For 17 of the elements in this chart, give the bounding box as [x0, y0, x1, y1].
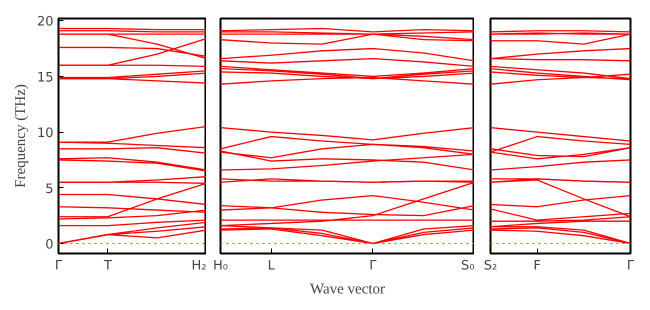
y-tick-label: 15 — [36, 70, 54, 86]
x-tick-label: F — [533, 258, 541, 274]
x-tick-label: S₀ — [461, 258, 475, 274]
x-tick-label: H₂ — [192, 258, 207, 274]
x-tick-label: T — [102, 258, 112, 274]
x-axis-title: Wave vector — [310, 282, 386, 298]
y-tick-label: 20 — [36, 14, 54, 30]
x-tick-label: Γ — [626, 258, 635, 274]
y-tick-label: 5 — [45, 182, 54, 197]
x-tick-label: S₂ — [484, 258, 498, 274]
x-tick-label: Γ — [369, 258, 378, 274]
y-tick-label: 10 — [36, 126, 54, 142]
y-tick-label: 0 — [45, 237, 54, 252]
y-axis-title: Frequency (THz) — [12, 84, 29, 188]
x-tick-label: Γ — [54, 258, 63, 274]
x-tick-label: H₀ — [213, 258, 228, 274]
x-tick-label: L — [268, 258, 276, 274]
